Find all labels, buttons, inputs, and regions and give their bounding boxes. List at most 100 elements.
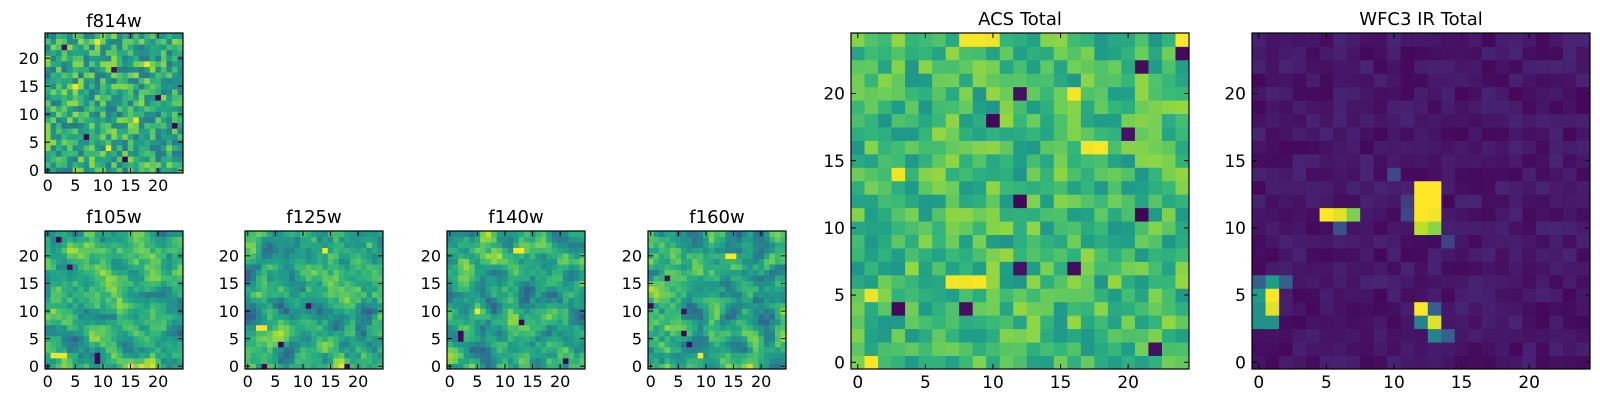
heatmap-cell — [67, 313, 73, 320]
heatmap-cell — [1040, 100, 1055, 115]
heatmap-cell — [122, 139, 129, 146]
heatmap-cell — [692, 346, 699, 353]
heatmap-cell — [1148, 180, 1163, 195]
heatmap-cell — [686, 330, 693, 337]
heatmap-cell — [480, 346, 487, 353]
heatmap-cell — [864, 248, 879, 262]
heatmap-cell — [322, 253, 329, 259]
heatmap-cell — [747, 286, 754, 293]
heatmap-cell — [1306, 194, 1320, 209]
heatmap-cell — [659, 302, 665, 309]
heatmap-cell — [999, 167, 1014, 182]
heatmap-cell — [1026, 100, 1041, 115]
heatmap-cell — [474, 341, 481, 348]
heatmap-cell — [127, 72, 134, 79]
heatmap-cell — [945, 113, 960, 128]
heatmap-cell — [1040, 221, 1055, 235]
heatmap-cell — [763, 352, 770, 359]
heatmap-cell — [986, 113, 1001, 128]
heatmap-cell — [272, 324, 279, 331]
heatmap-cell — [945, 33, 960, 47]
heatmap-cell — [94, 286, 101, 293]
heatmap-cell — [568, 269, 575, 276]
heatmap-cell — [50, 161, 57, 168]
heatmap-cell — [171, 286, 178, 293]
heatmap-cell — [945, 86, 960, 101]
heatmap-cell — [177, 128, 184, 135]
heatmap-cell — [1279, 248, 1293, 262]
y-tick-label: 20 — [1224, 85, 1246, 105]
heatmap-cell — [349, 231, 356, 237]
heatmap-cell — [160, 128, 167, 135]
heatmap-cell — [725, 302, 732, 309]
heatmap-cell — [171, 302, 178, 309]
heatmap-cell — [72, 83, 79, 90]
heatmap-cell — [56, 346, 62, 353]
heatmap-cell — [166, 324, 173, 331]
heatmap-cell — [1175, 59, 1190, 74]
heatmap-cell — [1080, 153, 1095, 168]
heatmap-cell — [1535, 86, 1550, 101]
heatmap-cell — [1252, 140, 1266, 155]
heatmap-cell — [116, 44, 123, 51]
heatmap-cell — [278, 341, 285, 348]
heatmap-cell — [540, 319, 547, 326]
heatmap-cell — [305, 346, 312, 353]
heatmap-cell — [1306, 140, 1320, 155]
heatmap-cell — [67, 122, 73, 129]
heatmap-cell — [272, 297, 279, 304]
heatmap-cell — [338, 330, 345, 337]
heatmap-cell — [72, 346, 79, 353]
heatmap-cell — [730, 253, 737, 259]
heatmap-cell — [127, 352, 134, 359]
heatmap-cell — [67, 156, 73, 163]
heatmap-cell — [67, 44, 73, 51]
heatmap-cell — [144, 357, 151, 364]
heatmap-cell — [648, 313, 654, 320]
heatmap-cell — [474, 258, 481, 265]
heatmap-cell — [289, 330, 296, 337]
heatmap-cell — [72, 44, 79, 51]
heatmap-cell — [1094, 140, 1109, 155]
heatmap-cell — [999, 342, 1014, 356]
heatmap-cell — [1522, 234, 1537, 249]
heatmap-cell — [1522, 73, 1537, 88]
heatmap-cell — [116, 33, 123, 39]
heatmap-cell — [45, 346, 51, 353]
heatmap-cell — [56, 44, 62, 51]
heatmap-cell — [1094, 234, 1109, 249]
heatmap-cell — [122, 341, 129, 348]
heatmap-cell — [864, 100, 879, 115]
heatmap-cell — [50, 352, 57, 359]
heatmap-cell — [670, 313, 676, 320]
heatmap-cell — [160, 145, 167, 151]
heatmap-cell — [518, 319, 525, 326]
heatmap-cell — [747, 236, 754, 243]
heatmap-cell — [730, 247, 737, 254]
heatmap-cell — [133, 94, 140, 101]
heatmap-cell — [100, 156, 107, 163]
heatmap-cell — [250, 346, 257, 353]
heatmap-cell — [294, 297, 301, 304]
heatmap-cell — [469, 269, 475, 276]
x-tick-label: 20 — [148, 372, 168, 391]
heatmap-cell — [714, 346, 721, 353]
heatmap-cell — [1333, 342, 1348, 356]
heatmap-cell — [1535, 234, 1550, 249]
heatmap-cell — [905, 73, 919, 88]
heatmap-cell — [105, 167, 112, 174]
heatmap-cell — [485, 253, 492, 259]
heatmap-cell — [730, 275, 737, 282]
heatmap-cell — [1468, 261, 1483, 276]
heatmap-cell — [105, 66, 112, 73]
heatmap-cell — [1454, 221, 1469, 235]
heatmap-cell — [1175, 248, 1190, 262]
heatmap-cell — [245, 258, 251, 265]
heatmap-cell — [752, 258, 759, 265]
heatmap-cell — [94, 346, 101, 353]
heatmap-cell — [105, 128, 112, 135]
heatmap-cell — [664, 258, 671, 265]
heatmap-cell — [177, 61, 184, 67]
heatmap-cell — [144, 55, 151, 62]
heatmap-cell — [463, 346, 470, 353]
